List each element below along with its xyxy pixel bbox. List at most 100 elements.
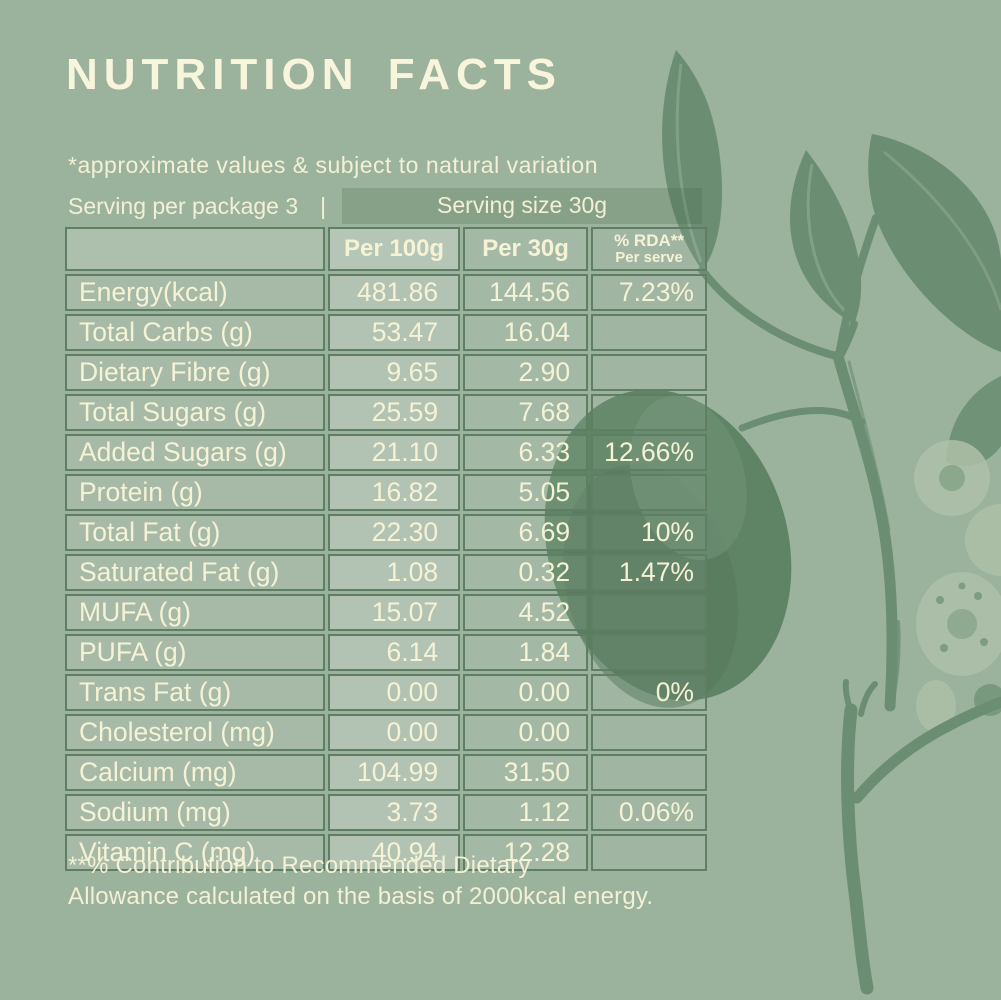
fruit-stem <box>738 407 866 432</box>
table-row: Total Fat (g) 22.30 6.69 10% <box>65 514 707 551</box>
per-30g-value-cell: 16.04 <box>463 314 589 351</box>
table-row: PUFA (g) 6.14 1.84 <box>65 634 707 671</box>
rda-value-cell <box>591 474 707 511</box>
leaf-right <box>868 134 1001 352</box>
table-header-row: Per 100g Per 30g % RDA** Per serve <box>65 227 707 271</box>
rda-value-cell <box>591 754 707 791</box>
per-30g-value-cell: 6.33 <box>463 434 589 471</box>
row-label-cell: Calcium (mg) <box>65 754 326 791</box>
row-label-cell: Total Carbs (g) <box>65 314 326 351</box>
per-30g-value-cell: 144.56 <box>463 274 589 311</box>
per-100g-value-cell: 481.86 <box>328 274 461 311</box>
main-stem <box>832 350 898 712</box>
row-label-cell: Energy(kcal) <box>65 274 326 311</box>
table-row: Calcium (mg) 104.99 31.50 <box>65 754 707 791</box>
per-30g-value-cell: 0.32 <box>463 554 589 591</box>
rda-value-cell: 10% <box>591 514 707 551</box>
header-rda-line2: Per serve <box>615 249 683 267</box>
per-100g-value-cell: 25.59 <box>328 394 461 431</box>
row-label-cell: Total Fat (g) <box>65 514 326 551</box>
row-label-cell: Total Sugars (g) <box>65 394 326 431</box>
table-row: Sodium (mg) 3.73 1.12 0.06% <box>65 794 707 831</box>
serving-info: Serving per package 3 | Serving size 30g <box>68 188 702 224</box>
blossoms <box>914 440 1001 732</box>
twig-fork <box>851 696 1001 804</box>
per-100g-value-cell: 16.82 <box>328 474 461 511</box>
per-100g-value-cell: 104.99 <box>328 754 461 791</box>
header-blank-cell <box>65 227 326 271</box>
rda-value-cell <box>591 314 707 351</box>
table-row: Energy(kcal) 481.86 144.56 7.23% <box>65 274 707 311</box>
header-rda: % RDA** Per serve <box>591 227 707 271</box>
table-row: MUFA (g) 15.07 4.52 <box>65 594 707 631</box>
rda-value-cell: 7.23% <box>591 274 707 311</box>
per-30g-value-cell: 7.68 <box>463 394 589 431</box>
header-per-30g: Per 30g <box>463 227 589 271</box>
footnote-line1: **% Contribution to Recommended Dietary <box>68 852 531 879</box>
row-label-cell: Cholesterol (mg) <box>65 714 326 751</box>
per-30g-value-cell: 12.28 <box>463 834 589 871</box>
fruit <box>544 389 792 708</box>
rda-value-cell <box>591 394 707 431</box>
leaf-middle <box>789 150 862 324</box>
rda-value-cell: 0.06% <box>591 794 707 831</box>
per-100g-value-cell: 22.30 <box>328 514 461 551</box>
table-row: Protein (g) 16.82 5.05 <box>65 474 707 511</box>
per-30g-value-cell: 6.69 <box>463 514 589 551</box>
serving-per-package: Serving per package 3 <box>68 192 299 219</box>
per-30g-value-cell: 5.05 <box>463 474 589 511</box>
table-row: Trans Fat (g) 0.00 0.00 0% <box>65 674 707 711</box>
per-30g-value-cell: 2.90 <box>463 354 589 391</box>
rda-value-cell <box>591 714 707 751</box>
per-100g-value-cell: 40.94 <box>328 834 461 871</box>
rda-value-cell <box>591 634 707 671</box>
footnote-text: **% Contribution to Recommended Dietary … <box>68 850 653 912</box>
per-30g-value-cell: 4.52 <box>463 594 589 631</box>
per-100g-value-cell: 1.08 <box>328 554 461 591</box>
row-label-cell: PUFA (g) <box>65 634 326 671</box>
table-row: Dietary Fibre (g) 9.65 2.90 <box>65 354 707 391</box>
header-rda-line1: % RDA** <box>614 231 684 251</box>
serving-separator: | <box>320 192 327 219</box>
serving-size-highlight: Serving size 30g <box>342 188 702 224</box>
disclaimer-text: *approximate values & subject to natural… <box>68 152 599 178</box>
table-row: Added Sugars (g) 21.10 6.33 12.66% <box>65 434 707 471</box>
page-title: NUTRITION FACTS <box>66 50 562 99</box>
row-label-cell: Trans Fat (g) <box>65 674 326 711</box>
rda-value-cell: 1.47% <box>591 554 707 591</box>
per-100g-value-cell: 0.00 <box>328 714 461 751</box>
per-100g-value-cell: 0.00 <box>328 674 461 711</box>
row-label-cell: Vitamin C (mg) <box>65 834 326 871</box>
rda-value-cell <box>591 594 707 631</box>
row-label-cell: Sodium (mg) <box>65 794 326 831</box>
table-row: Cholesterol (mg) 0.00 0.00 <box>65 714 707 751</box>
per-30g-value-cell: 0.00 <box>463 674 589 711</box>
per-100g-value-cell: 15.07 <box>328 594 461 631</box>
table-row: Total Sugars (g) 25.59 7.68 <box>65 394 707 431</box>
nutrition-table: Per 100g Per 30g % RDA** Per serve Energ… <box>62 224 710 874</box>
per-30g-value-cell: 31.50 <box>463 754 589 791</box>
row-label-cell: Protein (g) <box>65 474 326 511</box>
row-label-cell: MUFA (g) <box>65 594 326 631</box>
row-label-cell: Added Sugars (g) <box>65 434 326 471</box>
table-row: Total Carbs (g) 53.47 16.04 <box>65 314 707 351</box>
table-row: Vitamin C (mg) 40.94 12.28 <box>65 834 707 871</box>
twig-main <box>841 703 874 995</box>
rda-value-cell: 0% <box>591 674 707 711</box>
rda-value-cell: 12.66% <box>591 434 707 471</box>
per-30g-value-cell: 1.12 <box>463 794 589 831</box>
header-per-100g: Per 100g <box>328 227 461 271</box>
row-label-cell: Dietary Fibre (g) <box>65 354 326 391</box>
rda-value-cell <box>591 834 707 871</box>
row-label-cell: Saturated Fat (g) <box>65 554 326 591</box>
per-100g-value-cell: 53.47 <box>328 314 461 351</box>
per-30g-value-cell: 1.84 <box>463 634 589 671</box>
footnote-line2: Allowance calculated on the basis of 200… <box>68 883 654 910</box>
leaf-left <box>662 50 723 270</box>
per-100g-value-cell: 3.73 <box>328 794 461 831</box>
nutrition-table-body: Energy(kcal) 481.86 144.56 7.23% Total Carbs… <box>65 274 707 871</box>
per-100g-value-cell: 21.10 <box>328 434 461 471</box>
per-100g-value-cell: 6.14 <box>328 634 461 671</box>
